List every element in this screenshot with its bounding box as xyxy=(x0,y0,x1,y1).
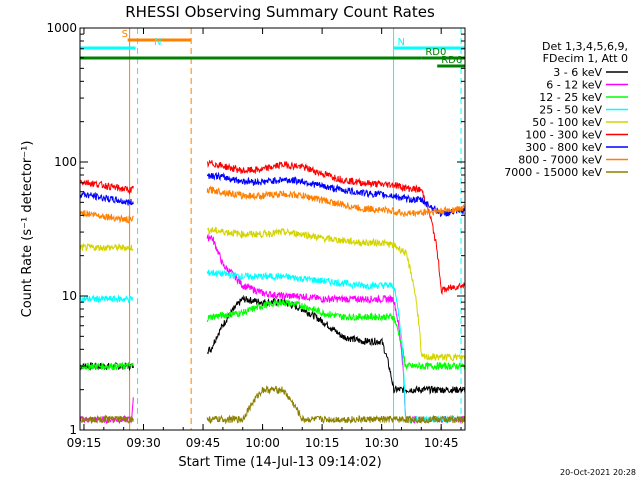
y-axis: 1 10 100 1000 xyxy=(46,21,465,437)
x-axis-label: Start Time (14-Jul-13 09:14:02) xyxy=(178,455,381,470)
chart-title: RHESSI Observing Summary Count Rates xyxy=(125,3,435,21)
flag-label-5: RD6 xyxy=(441,55,462,66)
series-line-4 xyxy=(79,226,466,363)
x-axis: 09:15 09:30 09:45 10:00 10:15 10:30 10:45 xyxy=(67,28,462,450)
flag-label-4: RD0 xyxy=(425,47,446,58)
plot-frame xyxy=(79,27,466,431)
y-axis-label: Count Rate (s⁻¹ detector⁻¹) xyxy=(20,141,35,318)
flag-label-1: N xyxy=(154,37,161,48)
series-line-7 xyxy=(79,185,466,224)
legend-label-6: 300 - 800 keV xyxy=(525,141,602,154)
series-line-6 xyxy=(79,171,466,217)
legend-label-4: 50 - 100 keV xyxy=(532,116,602,129)
y-tick-label-1: 10 xyxy=(62,289,77,303)
legend-header-0: Det 1,3,4,5,6,9, xyxy=(542,40,628,53)
x-tick-label-2: 09:45 xyxy=(186,436,221,450)
y-tick-label-0: 1 xyxy=(69,423,77,437)
legend-label-7: 800 - 7000 keV xyxy=(518,154,602,167)
legend-header-1: FDecim 1, Att 0 xyxy=(543,52,628,65)
x-tick-label-3: 10:00 xyxy=(245,436,280,450)
series-line-8 xyxy=(79,385,466,425)
flag-label-2: N xyxy=(398,37,405,48)
overlay-lines xyxy=(129,28,462,430)
legend: Det 1,3,4,5,6,9,FDecim 1, Att 03 - 6 keV… xyxy=(504,40,628,179)
series-line-5 xyxy=(79,159,465,296)
timestamp-stamp: 20-Oct-2021 20:28 xyxy=(560,468,636,477)
series-layer xyxy=(79,159,466,425)
legend-label-3: 25 - 50 keV xyxy=(539,104,602,117)
legend-label-5: 100 - 300 keV xyxy=(525,129,602,142)
legend-label-2: 12 - 25 keV xyxy=(539,91,602,104)
y-tick-label-3: 1000 xyxy=(46,21,77,35)
flag-label-0: S xyxy=(122,29,128,40)
legend-label-8: 7000 - 15000 keV xyxy=(504,166,602,179)
x-tick-label-1: 09:30 xyxy=(126,436,161,450)
x-tick-label-6: 10:45 xyxy=(424,436,459,450)
series-line-2 xyxy=(79,298,466,372)
legend-label-0: 3 - 6 keV xyxy=(553,66,602,79)
x-tick-label-4: 10:15 xyxy=(305,436,340,450)
y-tick-label-2: 100 xyxy=(54,155,77,169)
x-tick-label-0: 09:15 xyxy=(67,436,102,450)
x-tick-label-5: 10:30 xyxy=(364,436,399,450)
legend-label-1: 6 - 12 keV xyxy=(546,79,602,92)
